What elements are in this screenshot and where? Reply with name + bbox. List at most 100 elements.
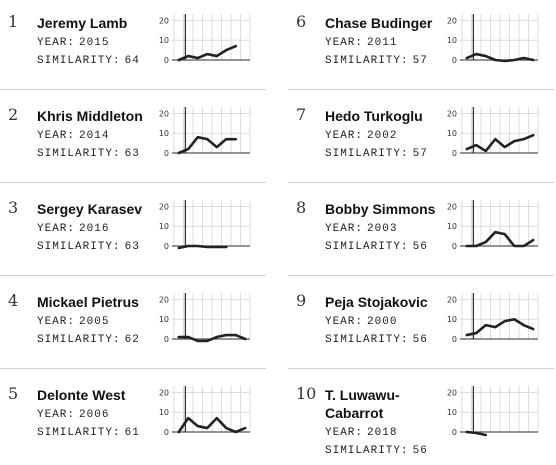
data-point — [475, 144, 478, 146]
trajectory-sparkline: 0 10 20 — [159, 200, 251, 251]
trajectory-sparkline: 0 10 20 — [447, 200, 539, 251]
player-card: 8 Bobby Simmons YEAR: 2003 SIMILARITY: 56 0 10 2… — [288, 182, 554, 274]
year-value: 2014 — [79, 130, 110, 142]
data-point — [225, 246, 228, 248]
player-name-line: Sergey Karasev — [37, 201, 143, 217]
similarity-value: 56 — [412, 241, 428, 253]
y-tick-label: 10 — [447, 408, 457, 417]
player-name: Mickael Pietrus — [37, 293, 139, 311]
player-name: T. Luwawu- Cabarrot — [325, 386, 400, 422]
similarity-label: SIMILARITY: — [37, 241, 121, 253]
similarity-value: 64 — [124, 55, 140, 67]
data-point — [465, 245, 468, 247]
player-name: Jeremy Lamb — [37, 14, 127, 32]
y-tick-label: 0 — [164, 428, 169, 437]
data-point — [187, 55, 190, 57]
similarity-value: 62 — [124, 334, 140, 346]
y-tick-label: 0 — [164, 335, 169, 344]
player-name-line: Peja Stojakovic — [325, 294, 428, 310]
player-name: Hedo Turkoglu — [325, 107, 423, 125]
data-point — [513, 245, 516, 247]
data-point — [206, 53, 209, 55]
similarity-line: SIMILARITY: 57 — [325, 148, 428, 160]
trajectory-line — [177, 333, 247, 343]
player-card: 10 T. Luwawu- Cabarrot YEAR: 2018 SIMILARITY:… — [288, 368, 554, 460]
row-divider — [288, 89, 554, 90]
player-card: 3 Sergey Karasev YEAR: 2016 SIMILARITY: 63 0 10… — [0, 182, 266, 274]
similarity-value: 57 — [412, 55, 428, 67]
row-divider — [288, 275, 554, 276]
data-point — [234, 45, 237, 47]
trajectory-sparkline: 0 10 20 — [159, 107, 251, 158]
player-card: 4 Mickael Pietrus YEAR: 2005 SIMILARITY: 62 0 1… — [0, 275, 266, 367]
year-line: YEAR: 2003 — [325, 223, 397, 235]
trajectory-line — [465, 133, 535, 153]
y-tick-label: 20 — [159, 16, 169, 25]
data-point — [234, 431, 237, 433]
data-point — [465, 431, 468, 433]
y-tick-label: 20 — [447, 109, 457, 118]
data-point — [187, 245, 190, 247]
year-value: 2016 — [79, 223, 110, 235]
similarity-value: 56 — [412, 334, 428, 346]
row-divider — [0, 89, 266, 90]
player-name-line: Bobby Simmons — [325, 201, 436, 217]
y-tick-label: 20 — [159, 295, 169, 304]
y-tick-label: 10 — [447, 315, 457, 324]
data-point — [484, 150, 487, 152]
data-point — [522, 324, 525, 326]
player-name: Sergey Karasev — [37, 200, 142, 218]
y-tick-label: 10 — [159, 315, 169, 324]
similarity-value: 63 — [124, 148, 140, 160]
similarity-label: SIMILARITY: — [37, 334, 121, 346]
rank-number: 4 — [8, 291, 19, 310]
y-tick-label: 20 — [447, 16, 457, 25]
year-value: 2002 — [367, 130, 398, 142]
trajectory-sparkline: 0 10 20 — [447, 386, 539, 437]
data-point — [187, 336, 190, 338]
trajectory-line — [177, 44, 238, 62]
y-tick-label: 0 — [164, 56, 169, 65]
y-tick-label: 10 — [447, 129, 457, 138]
year-label: YEAR: — [325, 316, 364, 328]
similarity-line: SIMILARITY: 63 — [37, 148, 140, 160]
player-name: Khris Middleton — [37, 107, 143, 125]
similarity-value: 61 — [124, 427, 140, 439]
year-value: 2005 — [79, 316, 110, 328]
data-point — [196, 245, 199, 247]
trajectory-sparkline: 0 10 20 — [447, 14, 539, 65]
similarity-label: SIMILARITY: — [37, 148, 121, 160]
data-point — [225, 334, 228, 336]
player-name: Delonte West — [37, 386, 125, 404]
similarity-line: SIMILARITY: 63 — [37, 241, 140, 253]
rank-number: 2 — [8, 105, 19, 124]
player-name-line: Mickael Pietrus — [37, 294, 139, 310]
similarity-line: SIMILARITY: 61 — [37, 427, 140, 439]
year-value: 2011 — [367, 37, 398, 49]
data-point — [215, 417, 218, 419]
y-tick-label: 10 — [159, 222, 169, 231]
similarity-line: SIMILARITY: 62 — [37, 334, 140, 346]
data-point — [475, 332, 478, 334]
data-point — [215, 246, 218, 248]
rank-number: 7 — [296, 105, 307, 124]
similarity-line: SIMILARITY: 56 — [325, 334, 428, 346]
y-tick-label: 20 — [447, 388, 457, 397]
row-divider — [0, 368, 266, 369]
y-tick-label: 20 — [447, 295, 457, 304]
similarity-line: SIMILARITY: 56 — [325, 445, 428, 457]
year-line: YEAR: 2000 — [325, 316, 397, 328]
y-tick-label: 0 — [452, 242, 457, 251]
data-point — [177, 59, 180, 61]
data-point — [532, 239, 535, 241]
trajectory-line — [177, 416, 247, 434]
year-line: YEAR: 2002 — [325, 130, 397, 142]
trajectory-sparkline: 0 10 20 — [159, 14, 251, 65]
data-point — [522, 138, 525, 140]
year-label: YEAR: — [325, 223, 364, 235]
rank-number: 10 — [296, 384, 317, 403]
data-point — [503, 60, 506, 62]
y-tick-label: 20 — [447, 202, 457, 211]
similarity-label: SIMILARITY: — [325, 445, 409, 457]
